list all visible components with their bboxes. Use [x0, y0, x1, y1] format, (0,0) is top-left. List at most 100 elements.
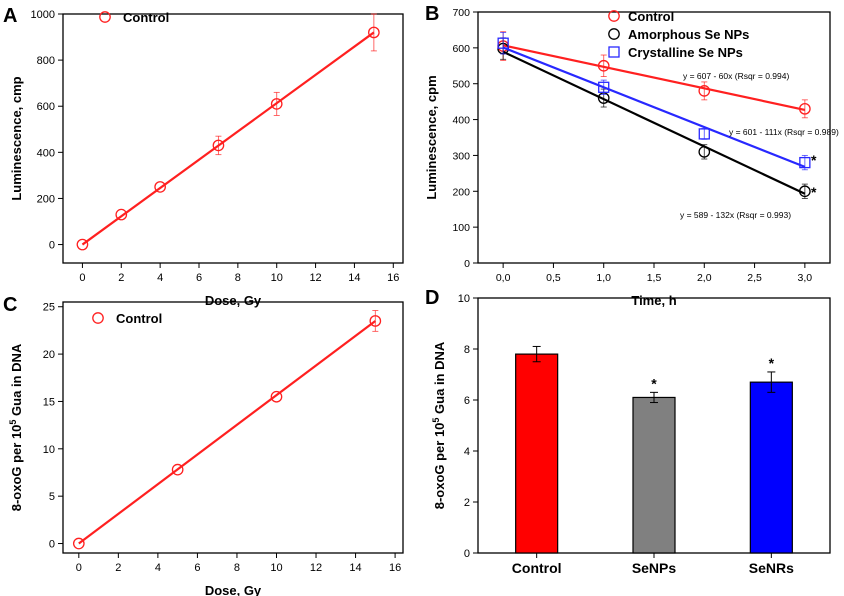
significance-star: *: [811, 152, 817, 168]
x-tick-label: 3,0: [798, 272, 813, 284]
data-point: [99, 11, 111, 23]
y-tick-label: 1000: [31, 9, 55, 21]
category-label: SeNPs: [632, 560, 677, 576]
x-tick-label: 14: [349, 562, 361, 574]
y-tick-label: 0: [464, 258, 470, 270]
data-point: [154, 181, 166, 193]
y-tick-label: 8: [464, 344, 470, 356]
panel-label: D: [425, 287, 439, 309]
y-tick-label: 700: [452, 7, 470, 19]
fit-equation: y = 601 - 111x (Rsqr = 0.989): [729, 127, 839, 137]
x-tick-label: 0: [79, 272, 85, 284]
legend-label: Control: [116, 311, 162, 326]
data-point: [698, 145, 711, 158]
y-axis-title: Luminescence, cmp: [9, 76, 24, 200]
chart-panel-c: 0 2 4 6 8 10 12 14 16 0 5 10 15 20 25 C Dose, Gy 8-oxoG p…: [3, 294, 404, 596]
x-tick-label: 6: [196, 272, 202, 284]
x-tick-label: 0,0: [496, 272, 511, 284]
panel-label: B: [425, 3, 439, 25]
x-tick-label: 1,0: [596, 272, 611, 284]
fit-line: [502, 44, 806, 111]
bar: [515, 353, 559, 554]
chart-panel-d: 0 2 4 6 8 10 D 8-oxoG per 105 Gua in DNA Control…: [425, 287, 831, 576]
data-point: [270, 98, 283, 110]
y-tick-label: 500: [452, 79, 470, 91]
x-tick-label: 2,0: [697, 272, 712, 284]
x-tick-label: 10: [270, 562, 282, 574]
data-point: [608, 28, 620, 40]
significance-star: *: [811, 184, 817, 200]
y-tick-label: 10: [458, 293, 470, 305]
y-axis-title: Luminescence, cpm: [424, 75, 439, 199]
significance-star: *: [651, 375, 657, 391]
y-tick-label: 0: [49, 539, 55, 551]
y-tick-label: 400: [37, 147, 55, 159]
x-tick-label: 8: [234, 562, 240, 574]
data-point: [799, 102, 811, 115]
data-point: [270, 390, 283, 403]
y-tick-label: 25: [43, 302, 55, 314]
y-tick-label: 300: [452, 150, 470, 162]
data-point: [799, 156, 811, 169]
fit-line: [502, 50, 806, 195]
x-tick-label: 0,5: [546, 272, 561, 284]
data-point: [698, 128, 710, 140]
y-axis-title-part: Gua in DNA: [9, 343, 24, 419]
y-tick-label: 0: [49, 240, 55, 252]
y-tick-label: 200: [452, 186, 470, 198]
x-tick-label: 2: [118, 272, 124, 284]
legend-label: Control: [123, 10, 169, 25]
bar: [749, 381, 793, 554]
plot-frame: [62, 13, 404, 264]
y-tick-label: 100: [452, 222, 470, 234]
y-tick-label: 15: [43, 396, 55, 408]
x-tick-label: 6: [194, 562, 200, 574]
fit-equation: y = 607 - 60x (Rsqr = 0.994): [683, 71, 789, 81]
plot-frame: [62, 301, 404, 554]
data-point: [608, 10, 620, 22]
y-axis-title-part: 8-oxoG per 10: [9, 425, 24, 512]
y-tick-label: 5: [49, 491, 55, 503]
x-tick-label: 16: [387, 272, 399, 284]
data-point: [608, 46, 620, 58]
x-axis-title: Dose, Gy: [205, 293, 262, 308]
chart-panel-b: 0,0 0,5 1,0 1,5 2,0 2,5 3,0 0 100 200 300 400 500 600…: [424, 3, 839, 308]
significance-star: *: [769, 355, 775, 371]
fit-line: [502, 46, 806, 168]
data-point: [72, 537, 85, 550]
x-tick-label: 14: [348, 272, 360, 284]
y-axis-title: 8-oxoG per 105 Gua in DNA: [8, 343, 24, 511]
data-point: [497, 37, 509, 49]
data-point: [598, 81, 610, 93]
x-axis-title: Time, h: [631, 293, 676, 308]
x-tick-label: 2,5: [747, 272, 762, 284]
y-tick-label: 10: [43, 444, 55, 456]
x-tick-label: 1,5: [647, 272, 662, 284]
y-tick-label: 400: [452, 115, 470, 127]
y-tick-label: 6: [464, 395, 470, 407]
legend-label: Amorphous Se NPs: [628, 27, 749, 42]
y-axis-title-part: Gua in DNA: [432, 341, 447, 417]
category-label: SeNRs: [749, 560, 794, 576]
x-tick-label: 0: [76, 562, 82, 574]
y-tick-label: 20: [43, 349, 55, 361]
bar: [632, 396, 676, 554]
data-point: [799, 185, 811, 198]
data-point: [115, 208, 128, 221]
x-tick-label: 16: [389, 562, 401, 574]
data-point: [212, 139, 225, 152]
category-label: Control: [512, 560, 562, 576]
y-axis-title-part: 8-oxoG per 10: [432, 423, 447, 510]
data-point: [698, 85, 711, 97]
fit-line: [81, 31, 375, 246]
legend-label: Control: [628, 9, 674, 24]
y-tick-label: 2: [464, 497, 470, 509]
x-tick-label: 4: [157, 272, 163, 284]
data-point: [368, 26, 380, 39]
legend-label: Crystalline Se NPs: [628, 45, 743, 60]
data-point: [92, 312, 104, 324]
x-tick-label: 12: [309, 272, 321, 284]
x-axis-title: Dose, Gy: [205, 583, 262, 596]
fit-equation: y = 589 - 132x (Rsqr = 0.993): [680, 210, 791, 220]
y-axis-title-superscript: 5: [431, 418, 441, 423]
